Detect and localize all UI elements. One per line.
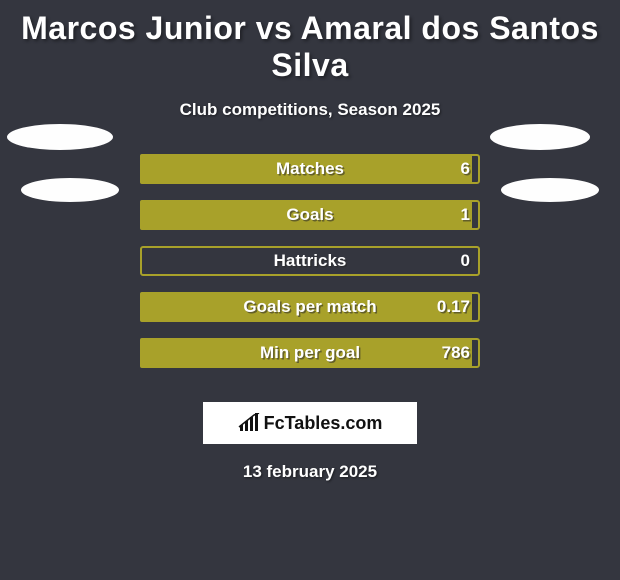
brand-text: FcTables.com <box>264 413 383 434</box>
bar-list: Matches6 Goals1 Hattricks0 Goals per match0… <box>140 154 480 384</box>
date-label: 13 february 2025 <box>0 462 620 482</box>
bar-fill <box>140 200 472 230</box>
bar-row: Goals1 <box>140 200 480 230</box>
bar-row: Matches6 <box>140 154 480 184</box>
left-player-ellipse <box>7 124 113 150</box>
right-player-ellipse <box>490 124 590 150</box>
left-player-ellipse <box>21 178 119 202</box>
bar-row: Goals per match0.17 <box>140 292 480 322</box>
page-title: Marcos Junior vs Amaral dos Santos Silva <box>0 0 620 84</box>
bar-track <box>140 246 480 276</box>
brand-badge: FcTables.com <box>203 402 417 444</box>
bar-fill <box>140 338 472 368</box>
subtitle: Club competitions, Season 2025 <box>0 100 620 120</box>
right-player-ellipse <box>501 178 599 202</box>
bar-row: Hattricks0 <box>140 246 480 276</box>
bar-row: Min per goal786 <box>140 338 480 368</box>
bar-fill <box>140 154 472 184</box>
bar-fill <box>140 292 472 322</box>
bar-chart-icon <box>238 413 260 433</box>
